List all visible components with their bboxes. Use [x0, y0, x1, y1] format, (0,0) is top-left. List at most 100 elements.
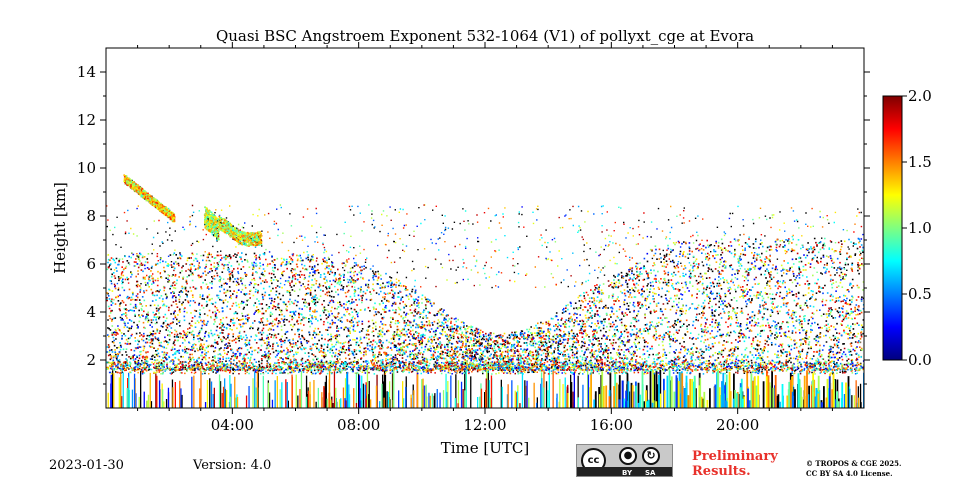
heatmap-cell-group [133, 183, 722, 375]
heatmap-cell-group [213, 224, 746, 408]
heatmap-cell-group [125, 178, 762, 408]
heatmap-cell-group [131, 181, 814, 408]
heatmap-cell-group [146, 211, 748, 368]
heatmap-cell-group [285, 256, 856, 372]
heatmap-cell-group [291, 216, 761, 371]
heatmap-cell-group [122, 228, 845, 408]
heatmap-cell-group [138, 185, 755, 408]
heatmap-cell-group [129, 182, 788, 408]
heatmap-cell-group [133, 187, 859, 408]
heatmap-cell-group [114, 187, 802, 375]
heatmap-cell-group [118, 184, 829, 408]
heatmap-cell-group [218, 256, 850, 371]
heatmap-cell-group [135, 187, 836, 408]
heatmap-cell-group [139, 194, 852, 408]
x-tick-label: 12:00 [463, 416, 506, 434]
heatmap-cell-group [131, 182, 837, 372]
heatmap-cell-group [240, 267, 860, 359]
heatmap-cell-group [175, 214, 850, 372]
heatmap-cell-group [115, 193, 676, 370]
heatmap-cell-group [142, 195, 796, 408]
heatmap-cell-group [159, 203, 863, 367]
heatmap-cell-group [222, 277, 631, 369]
heatmap-cell-group [142, 191, 810, 408]
colorbar-tick-label: 0.0 [908, 351, 932, 369]
colorbar [882, 95, 903, 361]
heatmap-cell-group [223, 253, 842, 408]
heatmap-cell-group [162, 209, 828, 372]
colorbar-tick-label: 2.0 [908, 87, 932, 105]
heatmap-cell-group [108, 201, 465, 370]
heatmap-cell-group [136, 215, 757, 371]
heatmap-cell-group [221, 253, 755, 373]
badge-sa-label: SA [645, 469, 656, 477]
heatmap-cell-group [120, 182, 850, 408]
heatmap-cell-group [145, 192, 864, 408]
heatmap-cell-group [113, 255, 758, 372]
x-tick-label: 16:00 [590, 416, 633, 434]
heatmap-cell-group [222, 232, 791, 372]
heatmap-cell-group [211, 206, 839, 369]
heatmap-cell-group [152, 202, 861, 372]
heatmap-cell-group [154, 199, 756, 408]
y-tick-label: 14 [77, 63, 96, 81]
heatmap-cell-group [153, 225, 800, 408]
heatmap-cell-group [161, 222, 854, 408]
heatmap-cell-group [118, 186, 819, 360]
heatmap-cell-group [152, 200, 777, 367]
y-tick-label: 2 [86, 351, 96, 369]
heatmap-cell-group [113, 180, 837, 408]
heatmap-cell-group [136, 188, 814, 408]
heatmap-cell-group [181, 214, 790, 408]
preliminary-line-1: Preliminary [692, 449, 778, 464]
badge-bar [577, 467, 672, 476]
heatmap-cell-group [203, 218, 747, 408]
colorbar-tick-label: 1.5 [908, 153, 932, 171]
heatmap-cell-group [173, 261, 841, 371]
colorbar-ticks: 0.0 0.5 1.0 1.5 2.0 [902, 87, 932, 369]
heatmap-cell-group [125, 267, 843, 408]
heatmap-cell-group [133, 181, 864, 408]
heatmap-cell-group [190, 279, 724, 370]
preliminary-line-2: Results. [692, 464, 751, 479]
heatmap-cell-group [161, 205, 834, 369]
heatmap-cell-group [119, 211, 829, 371]
y-tick-label: 8 [86, 207, 96, 225]
y-tick-label: 12 [77, 111, 96, 129]
heatmap-cell-group [213, 283, 755, 408]
heatmap-cell-group [144, 246, 815, 408]
heatmap-cell-group [112, 177, 853, 369]
heatmap-cell-group [126, 177, 845, 372]
heatmap-cell-group [154, 201, 853, 372]
heatmap-cell-group [142, 197, 844, 408]
heatmap-cell-group [138, 192, 840, 368]
heatmap-cell-group [128, 242, 841, 370]
heatmap-cell-group [197, 274, 824, 374]
heatmap-cell-group [144, 192, 864, 408]
heatmap-cell-group [181, 212, 826, 374]
heatmap-cell-group [248, 280, 779, 373]
preliminary-notice: Preliminary Results. [692, 449, 778, 479]
heatmap-cell-group [137, 190, 864, 374]
heatmap-cell-group [121, 251, 853, 372]
heatmap-cell-group [124, 179, 699, 370]
heatmap-cell-group [155, 242, 788, 370]
heatmap-cell-group [172, 281, 752, 367]
heatmap-cell-group [360, 272, 797, 367]
heatmap-cell-group [109, 210, 791, 369]
y-tick-label: 4 [86, 303, 96, 321]
heatmap-cell-group [133, 238, 786, 408]
heatmap-cell-group [141, 224, 838, 371]
chart-title: Quasi BSC Angstroem Exponent 532-1064 (V… [216, 27, 754, 45]
heatmap-cell-group [170, 286, 849, 375]
heatmap-cell-group [106, 188, 695, 408]
heatmap-cell-group [242, 289, 819, 375]
date-label: 2023-01-30 [49, 458, 124, 473]
cc-license-badge: cc ● ↻ BY SA [576, 444, 673, 477]
heatmap-cell-group [108, 189, 838, 374]
heatmap-cell-group [135, 188, 810, 408]
heatmap-cell-group [139, 189, 810, 408]
share-alike-icon: ↻ [642, 447, 660, 465]
heatmap-cell-group [136, 185, 813, 408]
colorbar-tick-label: 1.0 [908, 219, 932, 237]
